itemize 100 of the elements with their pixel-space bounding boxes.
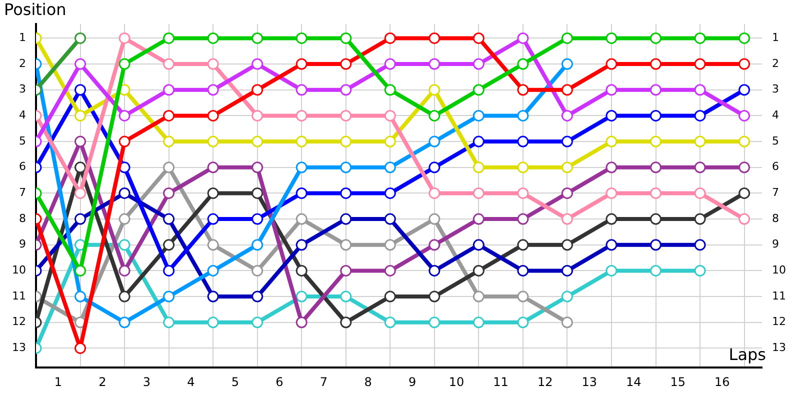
point bbox=[207, 239, 219, 251]
point bbox=[561, 110, 573, 122]
point bbox=[428, 162, 440, 174]
point bbox=[252, 290, 264, 302]
point bbox=[606, 239, 618, 251]
point bbox=[207, 316, 219, 328]
point bbox=[296, 316, 308, 328]
point bbox=[650, 32, 662, 44]
y-tick-label: 6 bbox=[18, 160, 26, 174]
y-tick-label: 10 bbox=[12, 264, 26, 277]
point bbox=[296, 32, 308, 44]
point bbox=[74, 110, 86, 122]
point bbox=[296, 213, 308, 225]
point bbox=[650, 264, 662, 276]
point bbox=[74, 136, 86, 148]
point bbox=[340, 162, 352, 174]
point bbox=[74, 342, 86, 354]
point bbox=[74, 290, 86, 302]
y-tick-label: 11 bbox=[12, 289, 26, 302]
point bbox=[384, 84, 396, 96]
point bbox=[517, 110, 529, 122]
point bbox=[606, 110, 618, 122]
point bbox=[340, 110, 352, 122]
y-tick-label: 7 bbox=[18, 186, 26, 200]
point bbox=[738, 32, 750, 44]
point bbox=[428, 84, 440, 96]
point bbox=[428, 213, 440, 225]
point bbox=[296, 58, 308, 70]
point bbox=[694, 32, 706, 44]
point bbox=[517, 136, 529, 148]
point bbox=[650, 239, 662, 251]
point bbox=[163, 136, 175, 148]
point bbox=[252, 264, 264, 276]
point bbox=[384, 316, 396, 328]
point bbox=[650, 213, 662, 225]
point bbox=[296, 136, 308, 148]
point bbox=[340, 58, 352, 70]
point bbox=[384, 187, 396, 199]
y-tick-label: 2 bbox=[18, 56, 26, 70]
point bbox=[296, 239, 308, 251]
point bbox=[118, 110, 130, 122]
point bbox=[561, 264, 573, 276]
point bbox=[650, 110, 662, 122]
y2-tick-label: 3 bbox=[772, 82, 780, 96]
point bbox=[118, 136, 130, 148]
point bbox=[163, 110, 175, 122]
x-tick-label: 7 bbox=[320, 374, 328, 389]
point bbox=[340, 32, 352, 44]
y-tick-label: 5 bbox=[18, 134, 26, 148]
point bbox=[74, 58, 86, 70]
point bbox=[517, 316, 529, 328]
point bbox=[428, 187, 440, 199]
point bbox=[252, 239, 264, 251]
point bbox=[163, 84, 175, 96]
x-tick-label: 14 bbox=[626, 374, 642, 389]
point bbox=[694, 110, 706, 122]
point bbox=[472, 32, 484, 44]
point bbox=[517, 239, 529, 251]
point bbox=[252, 162, 264, 174]
point bbox=[118, 213, 130, 225]
point bbox=[163, 316, 175, 328]
point bbox=[118, 187, 130, 199]
point bbox=[207, 110, 219, 122]
point bbox=[252, 213, 264, 225]
point bbox=[340, 213, 352, 225]
point bbox=[118, 316, 130, 328]
x-tick-label: 11 bbox=[493, 374, 508, 389]
point bbox=[472, 136, 484, 148]
point bbox=[561, 58, 573, 70]
point bbox=[517, 58, 529, 70]
point bbox=[340, 239, 352, 251]
point bbox=[252, 84, 264, 96]
x-tick-label: 4 bbox=[187, 374, 195, 389]
y2-tick-label: 1 bbox=[772, 31, 780, 44]
point bbox=[384, 110, 396, 122]
y2-tick-label: 7 bbox=[772, 186, 780, 200]
y2-tick-label: 9 bbox=[772, 238, 780, 251]
x-tick-label: 10 bbox=[448, 374, 464, 389]
point bbox=[738, 84, 750, 96]
point bbox=[296, 290, 308, 302]
point bbox=[517, 213, 529, 225]
point bbox=[694, 162, 706, 174]
point bbox=[472, 213, 484, 225]
point bbox=[252, 187, 264, 199]
point bbox=[561, 290, 573, 302]
y2-tick-label: 8 bbox=[772, 212, 780, 225]
point bbox=[340, 136, 352, 148]
point bbox=[296, 264, 308, 276]
y2-tick-label: 10 bbox=[772, 264, 786, 277]
point bbox=[606, 162, 618, 174]
x-tick-label: 12 bbox=[537, 374, 553, 389]
point bbox=[694, 213, 706, 225]
x-tick-label: 6 bbox=[276, 374, 284, 389]
point bbox=[650, 58, 662, 70]
point bbox=[163, 187, 175, 199]
point bbox=[207, 162, 219, 174]
point bbox=[694, 84, 706, 96]
point bbox=[296, 162, 308, 174]
x-axis-title: Laps bbox=[728, 344, 766, 364]
point bbox=[428, 264, 440, 276]
